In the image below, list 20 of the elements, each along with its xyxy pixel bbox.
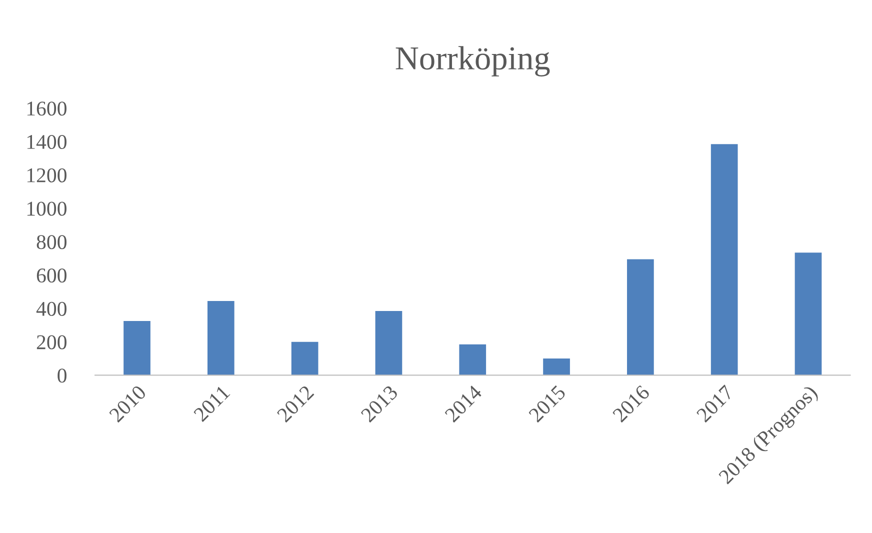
y-tick-label: 0: [58, 368, 66, 383]
y-tick-label: 1400: [27, 134, 66, 150]
y-tick-label: 400: [36, 302, 66, 316]
y-tick-label: 1600: [27, 102, 66, 116]
bar: [124, 320, 150, 376]
y-tick-label: 1000: [27, 202, 66, 216]
bar: [459, 344, 486, 376]
bar: [291, 342, 318, 376]
bar: [375, 310, 402, 376]
bar: [710, 144, 738, 376]
bar: [543, 358, 570, 376]
chart-title: Norrköping: [396, 46, 550, 77]
y-tick-label: 800: [36, 235, 66, 250]
bar: [207, 300, 234, 376]
y-tick-label: 1200: [27, 168, 66, 182]
y-tick-label: 600: [36, 268, 66, 283]
x-tick-label: 2011: [193, 384, 230, 422]
y-tick-label: 200: [36, 335, 66, 350]
bar: [794, 252, 822, 376]
bar: [627, 259, 654, 376]
